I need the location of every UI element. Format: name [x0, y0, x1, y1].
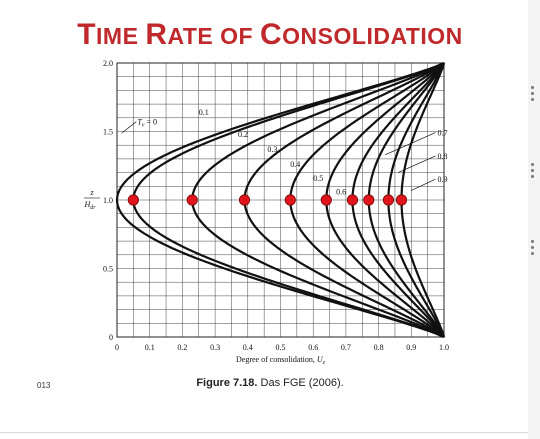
x-tick-label: 0.3	[210, 343, 220, 352]
x-tick-label: 0.8	[374, 343, 384, 352]
midplane-marker	[382, 194, 395, 206]
x-tick-label: 0.7	[341, 343, 351, 352]
x-axis-label: Degree of consolidation, Uz	[236, 355, 326, 366]
caption-source: Das FGE (2006).	[257, 377, 344, 389]
midplane-marker	[320, 194, 332, 206]
curve-label: 0.8	[437, 152, 447, 161]
x-tick-label: 1.0	[439, 343, 449, 352]
x-tick-label: 0.1	[145, 343, 155, 352]
midplane-marker	[284, 194, 296, 206]
curve-label: 0.2	[238, 130, 248, 139]
y-axis-label-numerator: z	[89, 188, 94, 197]
curve-labels: Tv = 0 0.1 0.2 0.3 0.4 0.5 0.6 0.7 0.8 0.9	[121, 108, 447, 197]
label-leader-line	[398, 155, 436, 173]
divider	[0, 432, 528, 433]
y-axis-label-denominator: Hdr	[83, 200, 96, 211]
label-leader-line	[411, 178, 436, 191]
x-tick-label: 0	[115, 343, 119, 352]
midplane-marker	[186, 194, 198, 206]
curve-label: 0.9	[437, 175, 447, 184]
chart-grid	[116, 62, 445, 338]
y-tick-label: 0	[109, 333, 113, 342]
title-part: T	[77, 18, 97, 51]
midplane-marker	[363, 194, 375, 206]
isochrone-curve	[115, 61, 445, 339]
x-tick-label: 0.5	[276, 343, 286, 352]
caption-figure-number: Figure 7.18.	[196, 377, 258, 389]
curve-label: 0.6	[336, 188, 346, 197]
curve-label: 0.7	[437, 129, 447, 138]
y-tick-label: 1.5	[103, 128, 113, 137]
more-options-icon[interactable]	[531, 86, 534, 104]
title-part: R	[145, 18, 168, 51]
more-options-icon[interactable]	[531, 240, 534, 258]
y-tick-label: 0.5	[103, 265, 113, 274]
x-tick-label: 0.9	[406, 343, 416, 352]
midplane-marker	[127, 194, 139, 206]
more-options-icon[interactable]	[531, 163, 534, 181]
curve-label: Tv = 0	[137, 118, 157, 129]
title-part: C	[260, 18, 283, 51]
y-tick-label: 2.0	[103, 59, 113, 68]
title-part: ATE OF	[167, 23, 260, 49]
label-leader-line	[121, 121, 137, 134]
midplane-marker	[238, 194, 251, 206]
midplane-markers	[127, 194, 408, 206]
y-tick-label: 1.0	[103, 196, 113, 205]
title-part: IME	[96, 23, 146, 49]
label-leader-line	[384, 132, 436, 156]
title-part: ONSOLIDATION	[282, 23, 463, 49]
curve-label: 0.3	[267, 145, 277, 154]
x-tick-label: 0.2	[177, 343, 187, 352]
slide-title: TIME RATE OF CONSOLIDATION	[0, 18, 540, 52]
figure-caption: Figure 7.18. Das FGE (2006).	[0, 377, 540, 389]
curve-label: 0.1	[199, 108, 209, 117]
x-tick-label: 0.6	[308, 343, 318, 352]
curve-label: 0.4	[290, 160, 300, 169]
scrollbar-track[interactable]	[528, 0, 540, 439]
curve-label: 0.5	[313, 174, 323, 183]
x-tick-label: 0.4	[243, 343, 253, 352]
chart-axes: 0 0.1 0.2 0.3 0.4 0.5 0.6 0.7 0.8 0.9 1.0 0 0.5 1.0 1.…	[83, 59, 449, 366]
midplane-marker	[395, 194, 408, 206]
midplane-marker	[346, 194, 359, 206]
slide-number: 013	[37, 381, 51, 390]
